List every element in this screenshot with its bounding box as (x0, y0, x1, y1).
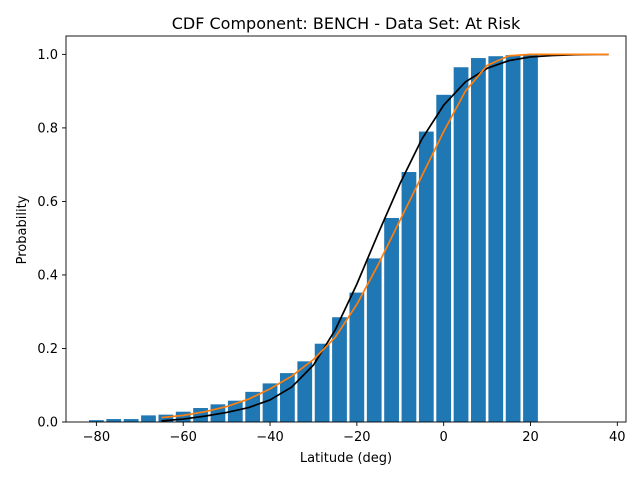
bar (89, 420, 104, 422)
y-tick-label: 1.0 (37, 48, 58, 63)
bar (141, 415, 156, 422)
lines-layer (161, 53, 609, 422)
bar (106, 419, 122, 422)
bar (366, 258, 382, 422)
bar (488, 56, 504, 422)
bar (349, 292, 365, 422)
y-tick-label: 0.8 (37, 121, 58, 136)
y-axis-ticks: 0.0 0.2 0.4 0.6 0.8 1.0 (37, 48, 66, 431)
x-axis-ticks: −80 −60 −40 −20 0 20 40 (83, 422, 626, 445)
y-tick-label: 0.2 (37, 342, 58, 357)
bar (158, 414, 174, 422)
y-tick-label: 0.6 (37, 195, 58, 210)
x-tick-label: 40 (609, 430, 626, 445)
x-tick-label: −80 (83, 430, 110, 445)
bar (453, 67, 469, 422)
y-tick-label: 0.0 (37, 416, 58, 431)
bar (332, 317, 347, 422)
bar (262, 383, 278, 422)
bar (193, 408, 208, 422)
cdf-line-black (161, 53, 609, 422)
bar (401, 172, 417, 422)
x-axis-label: Latitude (deg) (300, 451, 392, 466)
chart-title: CDF Component: BENCH - Data Set: At Risk (172, 14, 521, 33)
y-tick-label: 0.4 (37, 268, 58, 283)
bar (314, 343, 330, 422)
bar (175, 411, 191, 422)
bar (505, 55, 521, 423)
y-axis-label: Probability (15, 195, 30, 264)
bar (436, 94, 452, 422)
axes-frame (65, 35, 627, 423)
x-tick-label: 0 (440, 430, 448, 445)
bar (280, 373, 295, 422)
plot-frame (65, 35, 627, 423)
bars-layer (89, 54, 538, 423)
x-tick-label: −60 (169, 430, 196, 445)
bar (418, 131, 434, 422)
bar (471, 58, 486, 423)
bar (384, 217, 399, 422)
bar (523, 54, 538, 422)
cdf-line-orange (161, 53, 609, 419)
x-tick-label: 20 (522, 430, 539, 445)
bar (123, 419, 139, 422)
x-tick-label: −20 (343, 430, 370, 445)
x-tick-label: −40 (256, 430, 283, 445)
